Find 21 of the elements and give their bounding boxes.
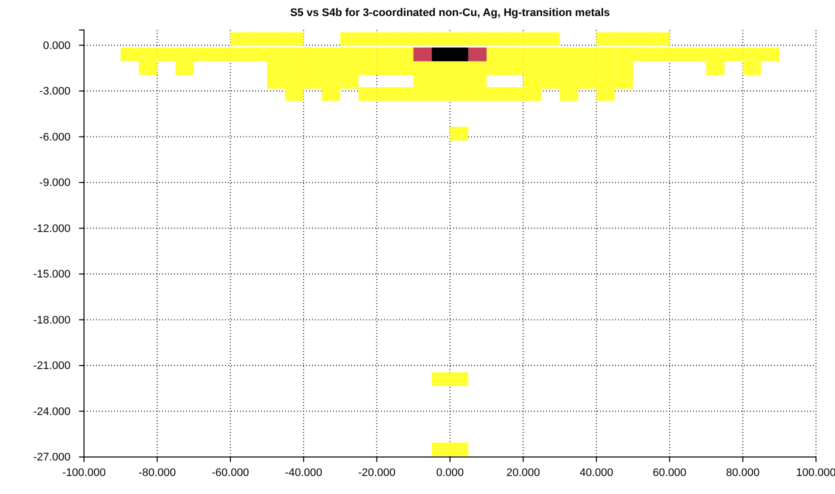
y-tick-label: -21.000 — [33, 360, 70, 372]
x-tick-label: 20.000 — [506, 467, 540, 479]
x-tick-label: -40.000 — [284, 467, 322, 479]
x-tick-label: -60.000 — [212, 467, 250, 479]
y-tick-label: -15.000 — [33, 268, 70, 281]
y-tick-label: -24.000 — [33, 406, 70, 418]
chart-title: S5 vs S4b for 3-coordinated non-Cu, Ag, Hg-transition metals — [290, 7, 610, 19]
y-tick-label: 0.000 — [42, 40, 70, 52]
x-tick-label: -80.000 — [138, 467, 176, 479]
y-tick-label: -18.000 — [33, 314, 70, 326]
x-tick-label: 60.000 — [652, 467, 686, 479]
x-tick-label: -20.000 — [358, 467, 396, 479]
y-tick-label: -12.000 — [33, 222, 70, 235]
x-tick-label: 40.000 — [580, 467, 614, 479]
x-tick-label: 80.000 — [726, 467, 760, 479]
y-tick-label: -6.000 — [39, 131, 70, 144]
x-tick-label: -100.000 — [62, 467, 106, 479]
y-tick-label: -3.000 — [39, 86, 70, 98]
y-tick-label: -9.000 — [39, 177, 70, 190]
y-tick-label: -27.000 — [33, 452, 70, 464]
x-tick-label: 0.000 — [436, 467, 464, 479]
